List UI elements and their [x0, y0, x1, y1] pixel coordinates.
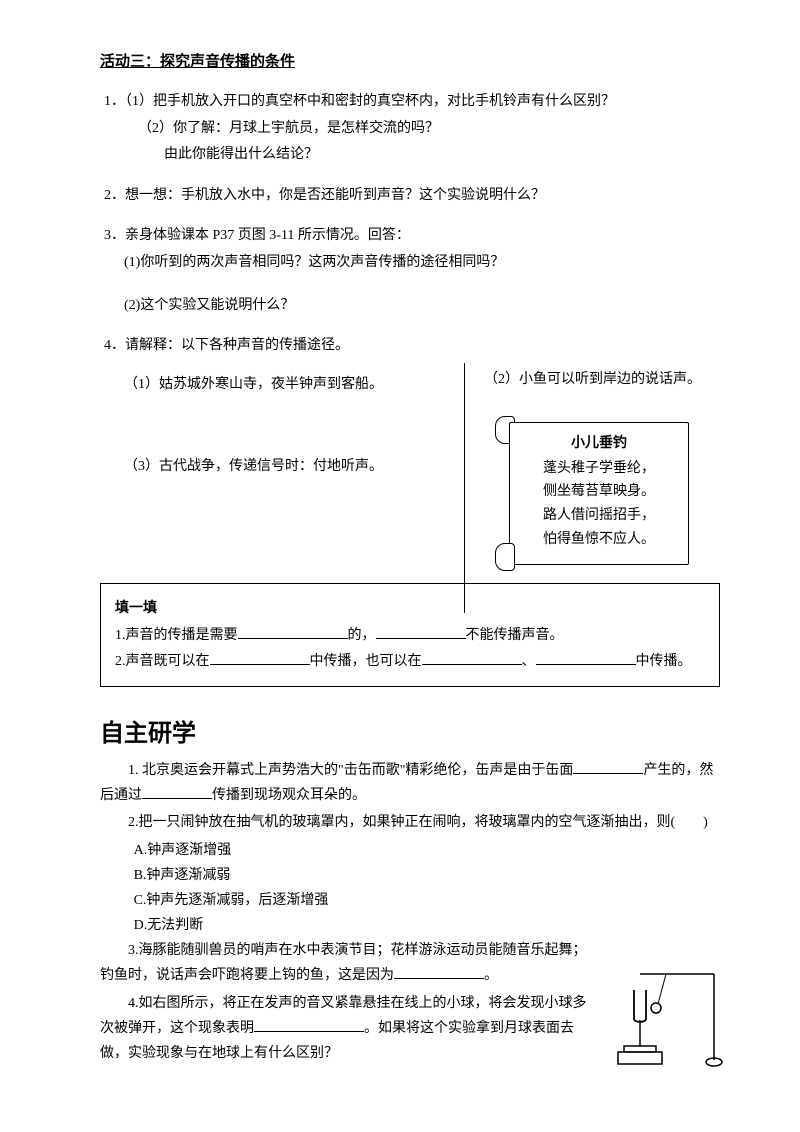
- q4-item1: （1）姑苏城外寒山寺，夜半钟声到客船。: [124, 372, 434, 399]
- fill2b: 中传播，也可以在: [310, 654, 422, 669]
- q4-left-col: （1）姑苏城外寒山寺，夜半钟声到客船。 （3）古代战争，传递信号时：付地听声。: [104, 372, 434, 481]
- blank[interactable]: [376, 624, 466, 639]
- tuning-fork-icon: [614, 960, 724, 1070]
- poem-l2: 侧坐莓苔草映身。: [522, 480, 676, 504]
- self-study-header: 自主研学: [100, 713, 720, 748]
- q4-right-col: （2）小鱼可以听到岸边的说话声。 小儿垂钓 蓬头稚子学垂纶， 侧坐莓苔草映身。 …: [484, 367, 724, 565]
- blank[interactable]: [238, 624, 348, 639]
- fill2c: 、: [522, 654, 536, 669]
- blank[interactable]: [394, 964, 484, 979]
- fill-line2: 2.声音既可以在 中传播，也可以在 、 中传播。: [115, 649, 705, 676]
- q4-num: 4．: [104, 338, 125, 353]
- fill1a: 1.声音的传播是需要: [115, 628, 238, 643]
- option-b: B.钟声逐渐减弱: [134, 863, 720, 888]
- poem-scroll: 小儿垂钓 蓬头稚子学垂纶， 侧坐莓苔草映身。 路人借问摇招手， 怕得鱼惊不应人。: [509, 422, 689, 565]
- fill-title: 填一填: [115, 594, 705, 621]
- q4-text: 请解释：以下各种声音的传播途径。: [125, 338, 349, 353]
- blank[interactable]: [422, 650, 522, 665]
- q3-text: 亲身体验课本 P37 页图 3-11 所示情况。回答：: [125, 228, 410, 243]
- option-a: A.钟声逐渐增强: [134, 838, 720, 863]
- q2-text: 想一想：手机放入水中，你是否还能听到声音？这个实验说明什么？: [125, 188, 545, 203]
- poem-title: 小儿垂钓: [522, 431, 676, 455]
- column-divider: [464, 363, 465, 613]
- q2-num: 2．: [104, 188, 125, 203]
- fill1b: 的，: [348, 628, 376, 643]
- sq3b: 。: [484, 968, 498, 983]
- q1-p2: （2）你了解：月球上宇航员，是怎样交流的吗？: [138, 116, 720, 143]
- study-q1: 1. 北京奥运会开幕式上声势浩大的"击缶而歌"精彩绝伦，缶声是由于缶面产生的，然…: [100, 758, 720, 808]
- q3-sub1: (1)你听到的两次声音相同吗？这两次声音传播的途径相同吗？: [124, 250, 720, 277]
- q4-item2: （2）小鱼可以听到岸边的说话声。: [484, 367, 724, 394]
- blank[interactable]: [573, 759, 643, 774]
- poem-l1: 蓬头稚子学垂纶，: [522, 457, 676, 481]
- question-3: 3．亲身体验课本 P37 页图 3-11 所示情况。回答： (1)你听到的两次声…: [104, 223, 720, 319]
- q1-p1: （1）把手机放入开口的真空杯中和密封的真空杯内，对比手机铃声有什么区别？: [125, 94, 615, 109]
- question-1: 1．（1）把手机放入开口的真空杯中和密封的真空杯内，对比手机铃声有什么区别？ （…: [104, 89, 720, 169]
- q3-sub2: (2)这个实验又能说明什么？: [124, 293, 720, 320]
- blank[interactable]: [536, 650, 636, 665]
- blank[interactable]: [142, 784, 212, 799]
- blank[interactable]: [210, 650, 310, 665]
- q1-p3: 由此你能得出什么结论？: [164, 142, 720, 169]
- q1-num: 1．: [104, 94, 125, 109]
- poem-l3: 路人借问摇招手，: [522, 504, 676, 528]
- scroll-roll-icon: [495, 543, 515, 571]
- option-d: D.无法判断: [134, 913, 720, 938]
- fill1c: 不能传播声音。: [466, 628, 564, 643]
- option-c: C.钟声先逐渐减弱，后逐渐增强: [134, 888, 720, 913]
- blank[interactable]: [254, 1017, 364, 1032]
- activity-title: 活动三：探究声音传播的条件: [100, 50, 720, 71]
- fill-box: 填一填 1.声音的传播是需要 的， 不能传播声音。 2.声音既可以在 中传播，也可以在…: [100, 583, 720, 687]
- study-q2: 2.把一只闹钟放在抽气机的玻璃罩内，如果钟正在闹响，将玻璃罩内的空气逐渐抽出，则…: [100, 810, 720, 835]
- self-study-body: 1. 北京奥运会开幕式上声势浩大的"击缶而歌"精彩绝伦，缶声是由于缶面产生的，然…: [100, 758, 720, 1066]
- question-4: 4．请解释：以下各种声音的传播途径。 （1）姑苏城外寒山寺，夜半钟声到客船。 （…: [104, 333, 720, 553]
- fill2d: 中传播。: [636, 654, 692, 669]
- question-2: 2．想一想：手机放入水中，你是否还能听到声音？这个实验说明什么？: [104, 183, 720, 210]
- sq1a: 1. 北京奥运会开幕式上声势浩大的"击缶而歌"精彩绝伦，缶声是由于缶面: [128, 763, 573, 778]
- q4-item3: （3）古代战争，传递信号时：付地听声。: [124, 454, 434, 481]
- sq3a: 3.海豚能随驯兽员的哨声在水中表演节目；花样游泳运动员能随音乐起舞；钓鱼时，说话…: [100, 943, 587, 983]
- poem-body: 小儿垂钓 蓬头稚子学垂纶， 侧坐莓苔草映身。 路人借问摇招手， 怕得鱼惊不应人。: [509, 422, 689, 565]
- q3-num: 3．: [104, 228, 125, 243]
- fill-line1: 1.声音的传播是需要 的， 不能传播声音。: [115, 623, 705, 650]
- poem-l4: 怕得鱼惊不应人。: [522, 528, 676, 552]
- fill2a: 2.声音既可以在: [115, 654, 210, 669]
- sq1c: 传播到现场观众耳朵的。: [212, 788, 366, 803]
- worksheet-page: 活动三：探究声音传播的条件 1．（1）把手机放入开口的真空杯中和密封的真空杯内，…: [0, 0, 800, 1108]
